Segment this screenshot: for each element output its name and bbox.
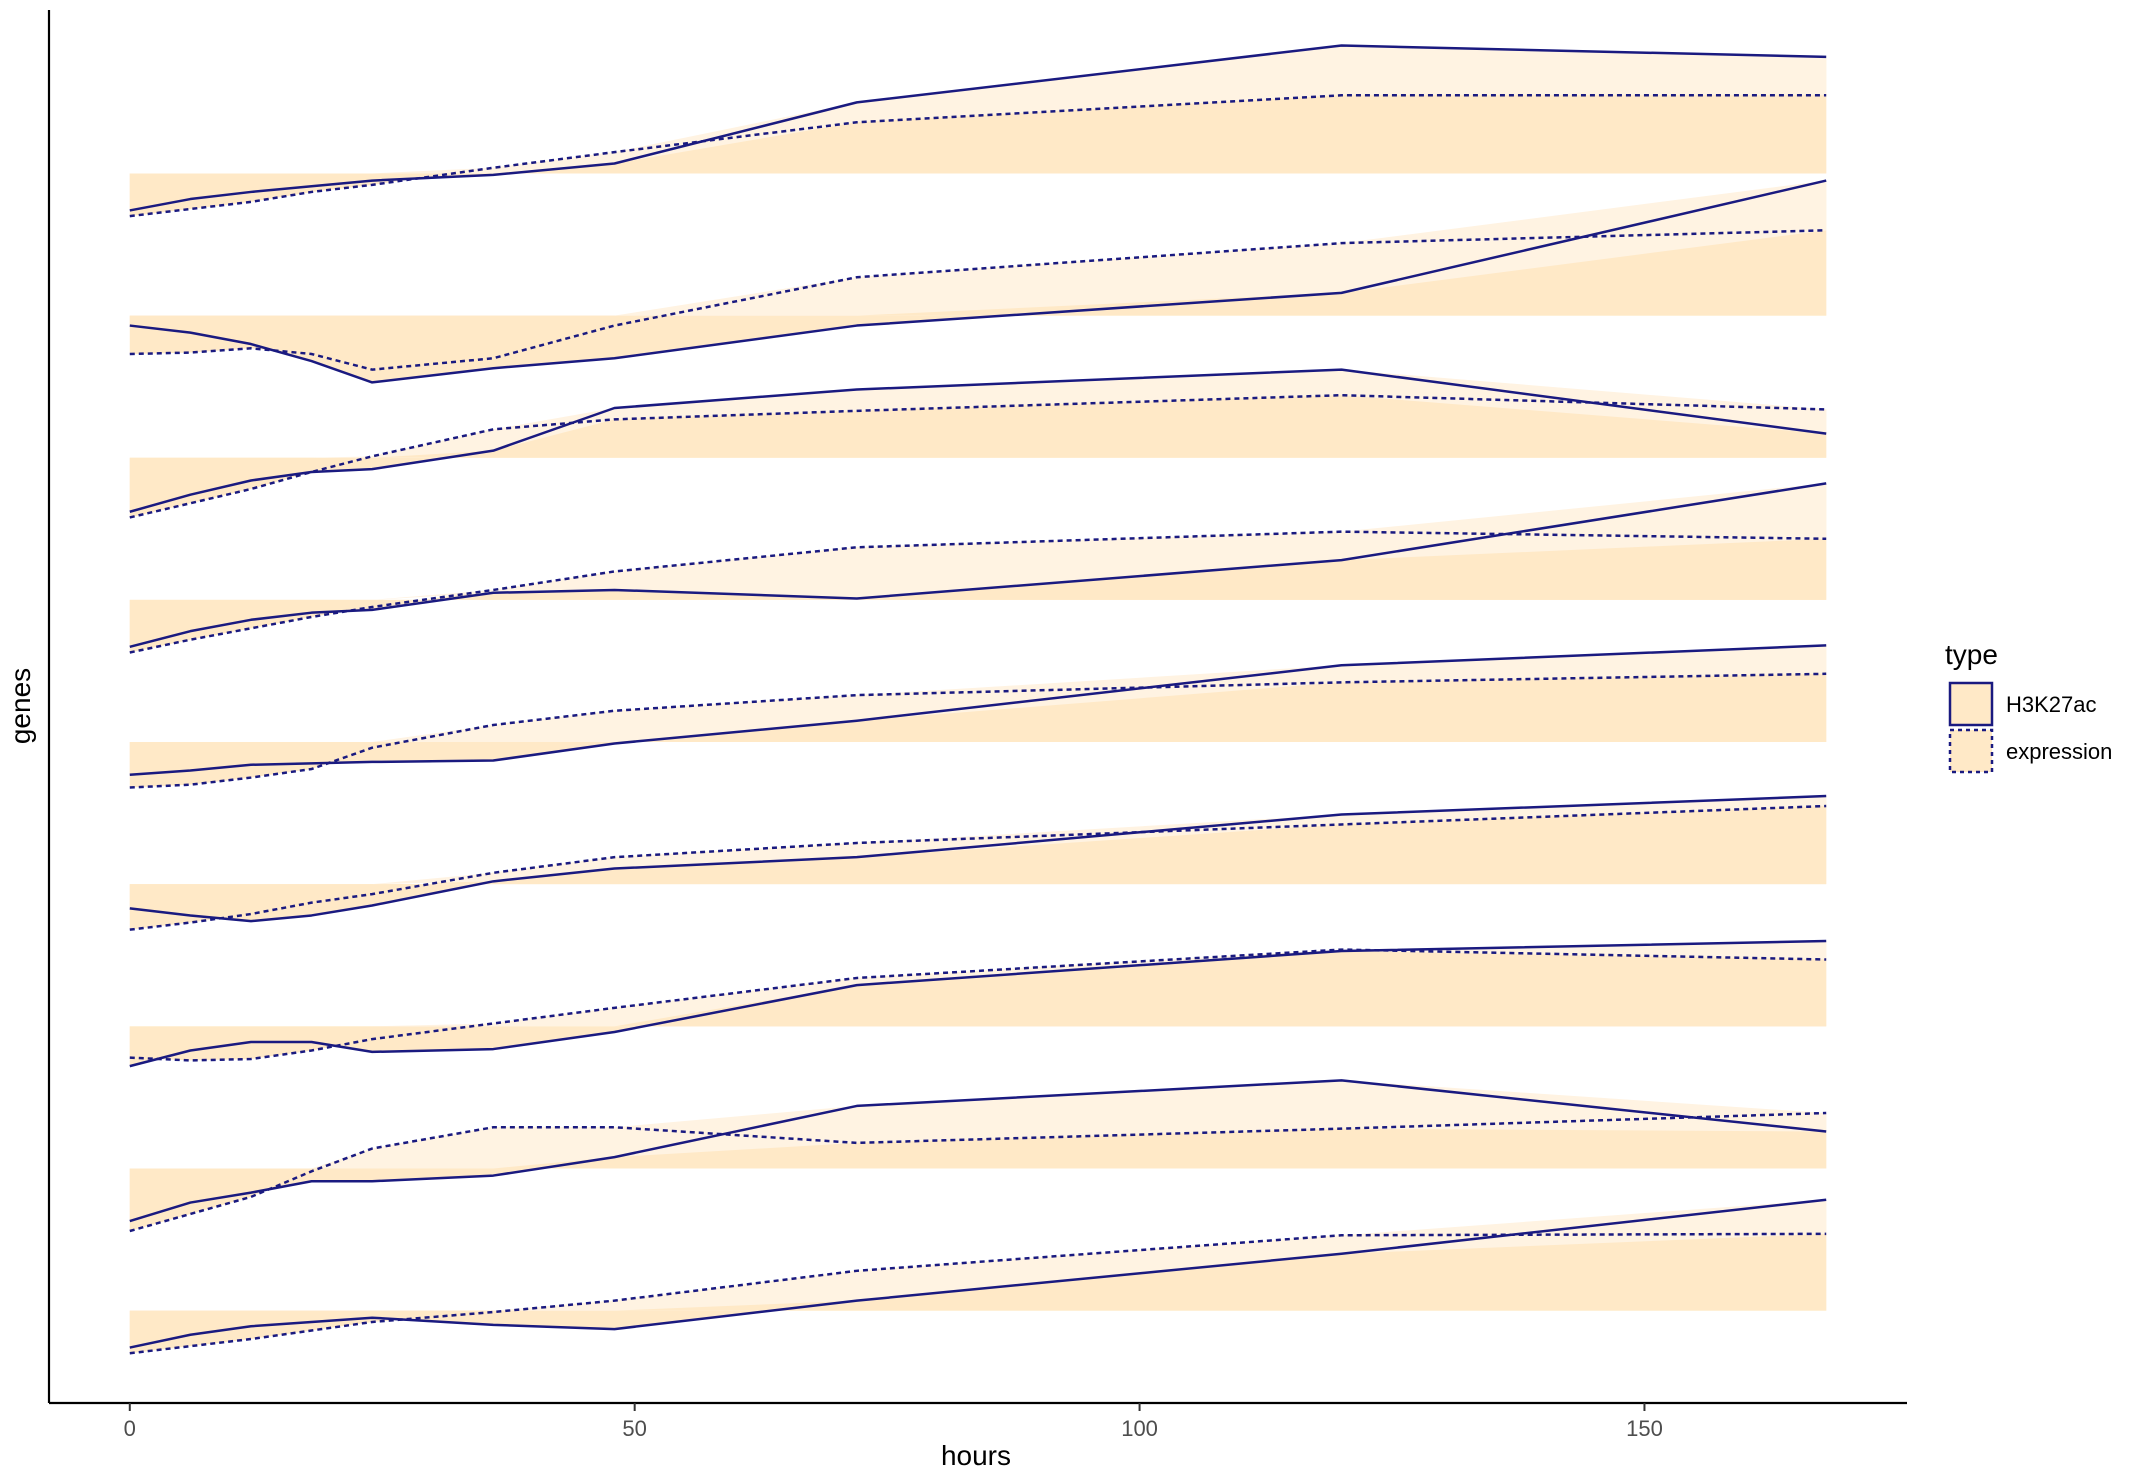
between-area: [129, 1080, 1827, 1169]
expression-line: [129, 1232, 1827, 1355]
ridge-gene-4: [129, 482, 1827, 654]
expression-line: [129, 393, 1827, 519]
ridge-gene-2: [129, 179, 1827, 384]
between-area: [129, 369, 1827, 458]
ridge-gene-9: [129, 1198, 1827, 1355]
legend-key-h3k27ac: [1948, 681, 1994, 727]
h3k27ac-line: [129, 179, 1827, 384]
legend-title: type: [1945, 639, 1998, 670]
x-ticks-layer: 0 50 100 150: [124, 1403, 1663, 1441]
ridge-gene-8: [129, 1079, 1827, 1233]
ridge-gene-7: [129, 939, 1827, 1068]
ridge-gene-6: [129, 794, 1827, 931]
between-area: [129, 941, 1827, 1027]
h3k27ac-area: [129, 369, 1827, 512]
expression-line: [129, 948, 1827, 1062]
expression-line: [129, 530, 1827, 654]
h3k27ac-line: [129, 794, 1827, 923]
h3k27ac-area: [129, 941, 1827, 1067]
h3k27ac-area: [129, 180, 1827, 383]
h3k27ac-line: [129, 644, 1827, 776]
expression-line: [129, 94, 1827, 218]
x-axis-title: hours: [941, 1440, 1011, 1471]
h3k27ac-line: [129, 1198, 1827, 1349]
h3k27ac-line: [129, 939, 1827, 1068]
x-tick-label: 150: [1626, 1416, 1663, 1441]
x-tick-label: 0: [124, 1416, 136, 1441]
ridges-layer: [129, 44, 1827, 1355]
between-area: [129, 796, 1827, 885]
expression-line: [129, 229, 1827, 371]
expression-line: [129, 1111, 1827, 1233]
h3k27ac-line: [129, 482, 1827, 649]
between-area: [129, 180, 1827, 316]
between-area: [129, 645, 1827, 743]
h3k27ac-area: [129, 483, 1827, 647]
h3k27ac-area: [129, 796, 1827, 922]
ridge-gene-3: [129, 368, 1827, 519]
legend: type H3K27ac expression: [1945, 639, 2112, 774]
h3k27ac-line: [129, 44, 1827, 212]
legend-label-expression: expression: [2006, 739, 2112, 764]
x-tick-label: 100: [1121, 1416, 1158, 1441]
h3k27ac-line: [129, 1079, 1827, 1223]
between-area: [129, 483, 1827, 600]
ridge-gene-1: [129, 44, 1827, 218]
expression-line: [129, 672, 1827, 789]
y-axis-title: genes: [5, 668, 36, 744]
between-area: [129, 45, 1827, 174]
legend-key-expression: [1948, 728, 1994, 774]
legend-label-h3k27ac: H3K27ac: [2006, 692, 2097, 717]
x-tick-label: 50: [622, 1416, 646, 1441]
ridge-gene-5: [129, 644, 1827, 789]
h3k27ac-line: [129, 368, 1827, 513]
